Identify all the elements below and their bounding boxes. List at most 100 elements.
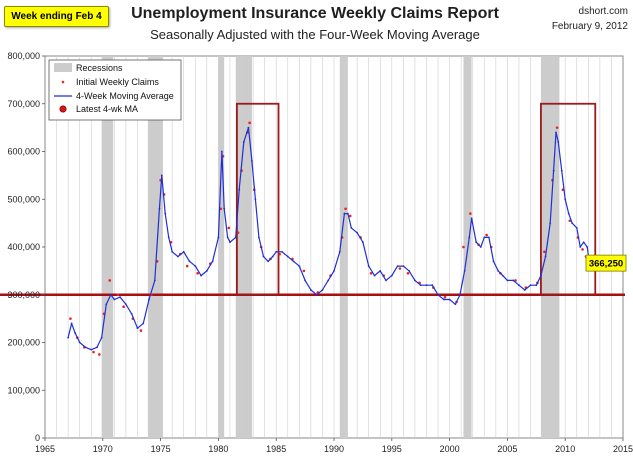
moving-average-point [271,255,274,258]
x-tick-label: 2015 [613,444,633,454]
x-tick-label: 1975 [151,444,171,454]
moving-average-point [257,236,260,239]
claims-point [348,214,352,218]
week-ending-badge: Week ending Feb 4 [4,6,109,27]
x-tick-label: 1995 [382,444,402,454]
highlight-box-0 [235,102,280,296]
moving-average-point [113,298,116,301]
moving-average-point [555,131,557,134]
y-tick-label: 400,000 [7,242,40,252]
moving-average-point [217,236,220,239]
moving-average-point [205,269,208,272]
moving-average-point [262,255,265,258]
moving-average-point [475,241,478,244]
moving-average-point [148,298,150,301]
moving-average-point [226,236,229,239]
moving-average-point [492,260,495,263]
moving-average-point [167,236,170,239]
moving-average-point [109,293,112,296]
moving-average-point [385,279,387,282]
moving-average-point [575,227,578,229]
moving-average-point [238,188,241,191]
y-tick-label: 300,000 [7,290,40,300]
moving-average-point [379,269,382,272]
moving-average-point [333,269,335,272]
moving-average-point [442,298,445,301]
moving-average-point [468,236,471,239]
moving-average-point [74,332,76,334]
moving-average-point [142,322,145,325]
moving-average-point [100,336,103,339]
moving-average-point [390,274,393,277]
moving-average-point [571,222,574,225]
moving-average-point [119,296,122,299]
x-tick-label: 2000 [440,444,460,454]
moving-average-point [459,293,461,296]
y-tick-label: 600,000 [7,147,40,157]
moving-average-point [292,260,295,263]
moving-average-point [512,279,515,282]
moving-average-point [425,284,428,287]
moving-average-point [343,212,346,215]
claims-point [344,207,347,211]
moving-average-point [431,284,434,287]
moving-average-point [540,274,542,277]
latest-ma-callout [585,254,627,272]
moving-average-point [298,265,301,267]
claims-point [139,329,143,332]
recession-band-6 [540,56,560,438]
y-tick-label: 100,000 [7,385,40,395]
moving-average-point [158,207,161,210]
legend-claims-dot [61,80,65,84]
x-tick-label: 1990 [324,444,344,454]
x-tick-label: 1980 [208,444,228,454]
moving-average-point [564,198,567,201]
recession-band-1 [147,56,163,438]
moving-average-point [535,284,538,287]
moving-average-point [586,246,589,248]
claims-point [555,126,559,129]
moving-average-point [229,241,231,244]
moving-average-point [454,303,457,306]
moving-average-point [367,265,370,267]
claims-point [98,353,101,356]
moving-average-point [286,255,289,258]
claims-point [443,295,447,299]
claims-point [369,271,373,275]
moving-average-point [220,150,223,153]
moving-average-point [579,246,582,248]
claims-point [108,279,112,282]
claims-point [543,250,546,254]
moving-average-point [70,322,73,325]
recession-band-2 [218,56,225,438]
moving-average-point [396,265,399,267]
moving-average-point [234,236,237,239]
site-name: dshort.com [578,6,628,17]
legend-recession-swatch [54,63,72,72]
moving-average-point [327,279,330,282]
moving-average-line [67,126,591,351]
moving-average-point [125,303,127,306]
claims-point [227,226,231,230]
moving-average-point [437,293,439,296]
y-tick-label: 0 [35,433,40,443]
moving-average-point [448,298,451,301]
moving-average-point [506,279,509,282]
moving-average-point [130,312,133,315]
moving-average-point [419,284,422,287]
legend-latest-label: Latest 4-wk MA [76,104,138,114]
legend-claims-label: Initial Weekly Claims [76,77,159,87]
claims-point [248,121,251,125]
moving-average-point [153,279,156,282]
recession-band-4 [339,56,348,438]
chart-subtitle: Seasonally Adjusted with the Four-Week M… [150,27,480,42]
moving-average-point [105,303,108,306]
moving-average-point [346,212,349,215]
y-tick-label: 700,000 [7,99,40,109]
legend-recessions-label: Recessions [76,63,123,73]
moving-average-point [160,174,163,177]
moving-average-point [338,250,341,253]
claims-point [92,350,95,354]
moving-average-point [350,227,353,229]
